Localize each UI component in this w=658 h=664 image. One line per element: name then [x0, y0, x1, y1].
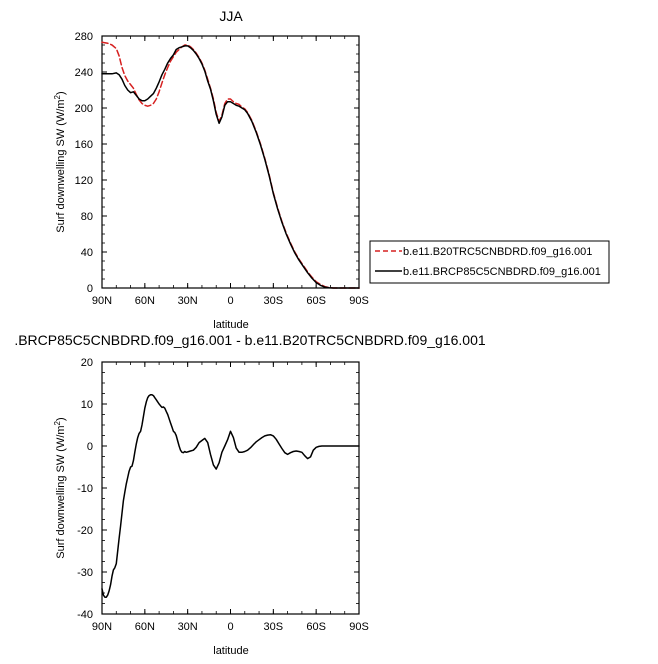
bottom-series-lines — [101, 394, 360, 598]
top-series-line-0 — [101, 41, 360, 289]
bottom-x-tick-label: 0 — [227, 621, 233, 633]
top-y-tick-label: 200 — [75, 103, 93, 115]
top-x-tick-label: 90S — [349, 295, 369, 307]
bottom-y-tick-label: 0 — [87, 441, 93, 453]
bottom-y-axis-label-sup: 2 — [53, 420, 62, 425]
top-x-tick-label: 30N — [178, 295, 198, 307]
bottom-y-tick-label: -30 — [77, 567, 93, 579]
legend-box — [369, 240, 610, 284]
top-x-tick-label: 60N — [135, 295, 155, 307]
bottom-chart-title: .BRCP85C5CNBDRD.f09_g16.001 - b.e11.B20T… — [14, 332, 486, 348]
bottom-x-tick-label: 60N — [135, 621, 155, 633]
bottom-plot-frame — [101, 361, 360, 615]
bottom-x-tick-label: 60S — [306, 621, 326, 633]
bottom-y-tick-label: -20 — [77, 525, 93, 537]
bottom-y-axis-label: Surf downwelling SW (W/m2) — [53, 417, 67, 558]
legend: b.e11.B20TRC5CNBDRD.f09_g16.001 b.e11.BR… — [369, 240, 610, 284]
top-plot-frame — [101, 35, 360, 289]
top-x-tick-label: 30S — [264, 295, 284, 307]
top-y-tick-label: 40 — [81, 247, 93, 259]
top-series-line-1 — [101, 45, 360, 289]
top-x-tick-label: 60S — [306, 295, 326, 307]
bottom-x-tick-label: 90S — [349, 621, 369, 633]
top-y-axis-label-close: ) — [55, 91, 67, 95]
top-x-tick-label: 0 — [227, 295, 233, 307]
bottom-y-axis-label-close: ) — [55, 417, 67, 421]
bottom-x-tick-label: 30S — [264, 621, 284, 633]
top-plot-area — [101, 35, 360, 289]
legend-label-rcp85: b.e11.BRCP85C5CNBDRD.f09_g16.001 — [403, 266, 601, 278]
bottom-x-tick-label: 90N — [92, 621, 112, 633]
top-y-axis-label: Surf downwelling SW (W/m2) — [53, 91, 67, 232]
bottom-panel: .BRCP85C5CNBDRD.f09_g16.001 - b.e11.B20T… — [14, 332, 486, 657]
bottom-x-axis-label: latitude — [213, 645, 248, 657]
top-y-tick-label: 280 — [75, 31, 93, 43]
top-y-axis-label-sup: 2 — [53, 94, 62, 99]
bottom-y-tick-label: 10 — [81, 399, 93, 411]
bottom-plot-area — [101, 361, 360, 615]
bottom-axis-ticks: 90N 60N 30N 0 30S 60S 90S -40 -30 -20 -10 0 10 20 — [77, 357, 369, 633]
bottom-x-tick-label: 30N — [178, 621, 198, 633]
top-y-tick-label: 240 — [75, 67, 93, 79]
legend-label-historical: b.e11.B20TRC5CNBDRD.f09_g16.001 — [403, 246, 592, 258]
top-series-lines — [101, 41, 360, 289]
top-x-tick-label: 90N — [92, 295, 112, 307]
bottom-series-line-0 — [101, 394, 360, 598]
bottom-y-axis-label-main: Surf downwelling SW (W/m — [55, 425, 67, 558]
top-x-axis-label: latitude — [213, 319, 248, 331]
top-y-tick-label: 120 — [75, 175, 93, 187]
bottom-y-tick-label: -10 — [77, 483, 93, 495]
top-panel: JJA 90N 60N 30N 0 30S 60S 90S 0 40 80 120 160 200 240… — [53, 8, 610, 331]
top-y-tick-label: 0 — [87, 283, 93, 295]
top-y-tick-label: 160 — [75, 139, 93, 151]
bottom-y-tick-label: -40 — [77, 609, 93, 621]
bottom-y-tick-label: 20 — [81, 357, 93, 369]
top-axis-ticks: 90N 60N 30N 0 30S 60S 90S 0 40 80 120 160 200 240 280 — [75, 31, 369, 307]
top-y-axis-label-main: Surf downwelling SW (W/m — [55, 99, 67, 232]
top-y-tick-label: 80 — [81, 211, 93, 223]
top-chart-title: JJA — [219, 8, 243, 24]
